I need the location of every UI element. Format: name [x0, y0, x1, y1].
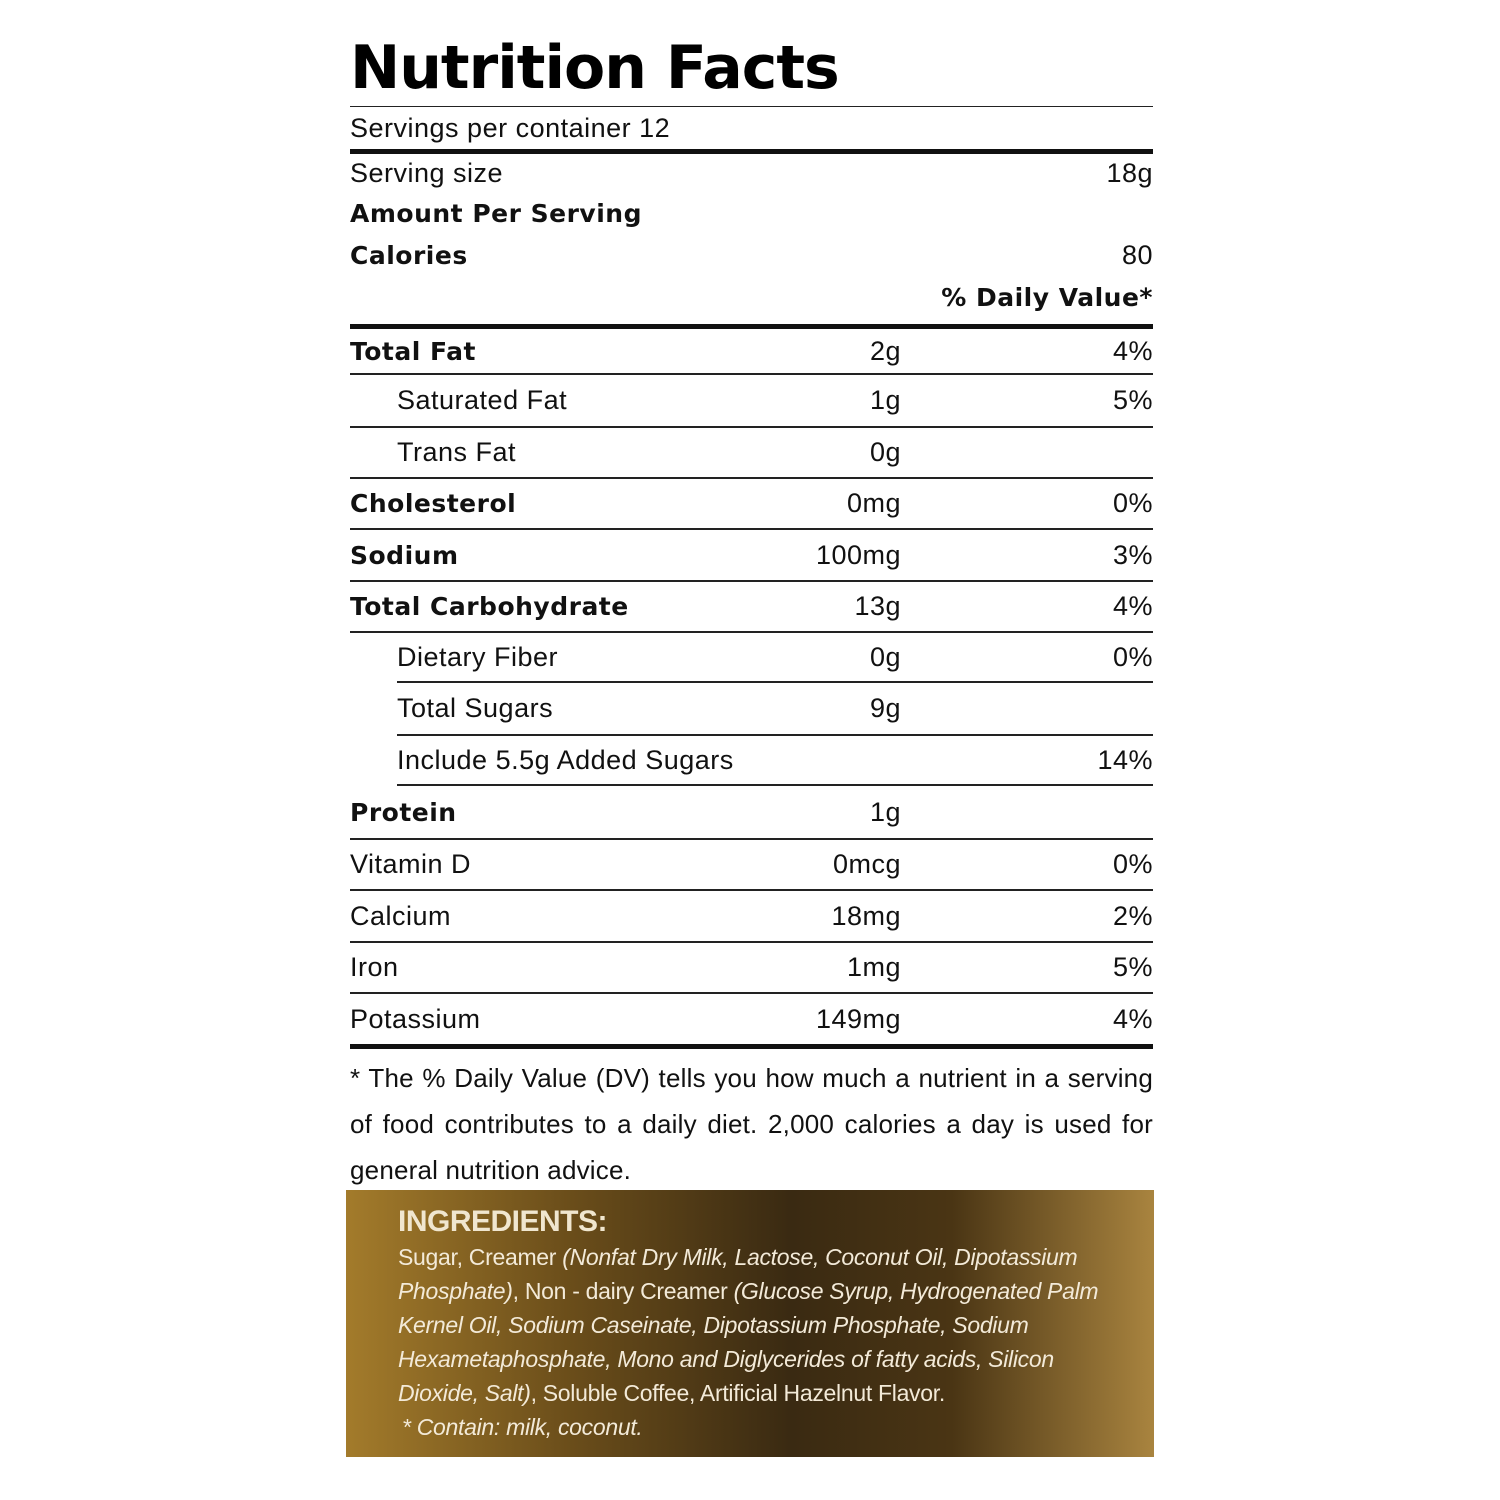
nutrient-name: Saturated Fat [397, 385, 568, 415]
nutrient-amount: 0g [869, 437, 901, 467]
nutrient-row-protein: Protein 1g [350, 786, 1153, 838]
serving-size-label: Serving size [350, 157, 504, 188]
daily-value-header-row: % Daily Value* [350, 276, 1153, 318]
ingredient-text: Sugar, Creamer [398, 1244, 563, 1270]
daily-value-header: % Daily Value* [941, 282, 1153, 312]
nutrient-row-calcium: Calcium 18mg 2% [350, 891, 1153, 941]
nutrient-dv: 14% [1097, 744, 1153, 775]
nutrient-name: Trans Fat [397, 437, 517, 467]
nutrient-row-added-sugars: Include 5.5g Added Sugars 14% [350, 736, 1153, 784]
nutrient-name: Protein [350, 797, 457, 827]
nutrient-amount: 0g [869, 641, 901, 672]
ingredient-text: , Non - dairy Creamer [512, 1278, 734, 1304]
nutrient-row-dietary-fiber: Dietary Fiber 0g 0% [350, 633, 1153, 681]
ingredients-panel: INGREDIENTS: Sugar, Creamer (Nonfat Dry … [346, 1190, 1154, 1457]
nutrient-dv: 4% [1112, 1003, 1153, 1034]
nutrient-row-potassium: Potassium 149mg 4% [350, 994, 1153, 1044]
ingredients-text: Sugar, Creamer (Nonfat Dry Milk, Lactose… [398, 1240, 1114, 1444]
nutrient-amount: 2g [869, 335, 901, 366]
nutrient-row-sodium: Sodium 100mg 3% [350, 530, 1153, 580]
divider [350, 941, 1153, 943]
nutrient-amount: 13g [854, 591, 901, 621]
divider [397, 784, 1153, 786]
nutrient-dv: 5% [1112, 385, 1153, 415]
divider [350, 528, 1153, 530]
nutrient-amount: 18mg [831, 900, 901, 931]
nutrient-row-trans-fat: Trans Fat 0g [350, 428, 1153, 477]
nutrient-name: Include 5.5g Added Sugars [397, 744, 734, 775]
nutrition-facts-label: Nutrition Facts Servings per container 1… [350, 30, 1153, 1193]
nutrient-amount: 1g [869, 385, 901, 415]
servings-text: Servings per container 12 [350, 112, 671, 143]
nutrient-amount: 149mg [815, 1003, 901, 1034]
calories-value: 80 [1121, 239, 1153, 270]
label-title: Nutrition Facts [350, 33, 840, 103]
nutrient-name: Cholesterol [350, 489, 517, 518]
nutrient-dv: 0% [1112, 849, 1153, 879]
nutrient-name: Sodium [350, 540, 459, 570]
nutrient-row-iron: Iron 1mg 5% [350, 943, 1153, 992]
divider [350, 992, 1153, 994]
nutrient-amount: 100mg [815, 539, 901, 570]
nutrient-amount: 9g [869, 693, 901, 723]
daily-value-footnote: * The % Daily Value (DV) tells you how m… [350, 1063, 1153, 1185]
divider [350, 149, 1153, 154]
divider [350, 477, 1153, 479]
nutrient-name: Total Fat [350, 336, 476, 366]
nutrient-amount: 0mcg [832, 849, 901, 879]
amount-per-serving: Amount Per Serving [350, 198, 642, 228]
nutrient-amount: 1g [869, 796, 901, 827]
ingredient-text: , Soluble Coffee, Artificial Hazelnut Fl… [530, 1380, 946, 1406]
nutrient-name: Dietary Fiber [397, 641, 559, 672]
allergen-note: * Contain: milk, coconut. [402, 1414, 643, 1440]
ingredients-title: INGREDIENTS: [398, 1205, 608, 1238]
serving-size-row: Serving size 18g [350, 154, 1153, 192]
ingredient-subtext: (Glucose Syrup, Hydrogenated Palm Kernel… [398, 1278, 1099, 1406]
nutrient-name: Total Sugars [397, 693, 554, 723]
calories-row: Calories 80 [350, 234, 1153, 276]
nutrient-dv: 0% [1112, 641, 1153, 672]
calories-label: Calories [350, 240, 468, 270]
servings-row: Servings per container 12 [350, 107, 1153, 149]
divider [350, 889, 1153, 891]
divider [350, 106, 1153, 107]
nutrient-row-total-sugars: Total Sugars 9g [350, 683, 1153, 734]
divider [350, 324, 1153, 329]
divider [350, 631, 1153, 633]
divider [350, 580, 1153, 582]
nutrient-name: Calcium [350, 900, 452, 931]
serving-size-value: 18g [1106, 157, 1153, 188]
nutrient-row-saturated-fat: Saturated Fat 1g 5% [350, 375, 1153, 426]
nutrient-name: Vitamin D [350, 849, 472, 879]
nutrient-dv: 4% [1112, 591, 1153, 621]
divider [350, 373, 1153, 375]
divider [397, 734, 1153, 736]
nutrient-amount: 0mg [846, 488, 901, 518]
nutrient-dv: 5% [1112, 952, 1153, 982]
amount-per-serving-row: Amount Per Serving [350, 192, 1153, 234]
nutrient-name: Potassium [350, 1003, 481, 1034]
nutrient-row-total-carbohydrate: Total Carbohydrate 13g 4% [350, 582, 1153, 631]
nutrient-name: Iron [350, 952, 399, 982]
nutrient-dv: 3% [1112, 539, 1153, 570]
nutrient-row-cholesterol: Cholesterol 0mg 0% [350, 479, 1153, 528]
nutrient-dv: 4% [1112, 335, 1153, 366]
nutrient-row-total-fat: Total Fat 2g 4% [350, 329, 1153, 373]
divider [350, 838, 1153, 840]
nutrient-dv: 0% [1112, 488, 1153, 518]
nutrient-row-vitamin-d: Vitamin D 0mcg 0% [350, 840, 1153, 889]
divider [350, 426, 1153, 428]
divider [397, 681, 1153, 683]
ingredient-subtext: (Nonfat Dry Milk, Lactose, Coconut Oil, … [398, 1244, 1078, 1304]
nutrient-name: Total Carbohydrate [350, 592, 629, 621]
divider [350, 1044, 1153, 1049]
nutrient-dv: 2% [1112, 900, 1153, 931]
nutrient-amount: 1mg [846, 952, 901, 982]
